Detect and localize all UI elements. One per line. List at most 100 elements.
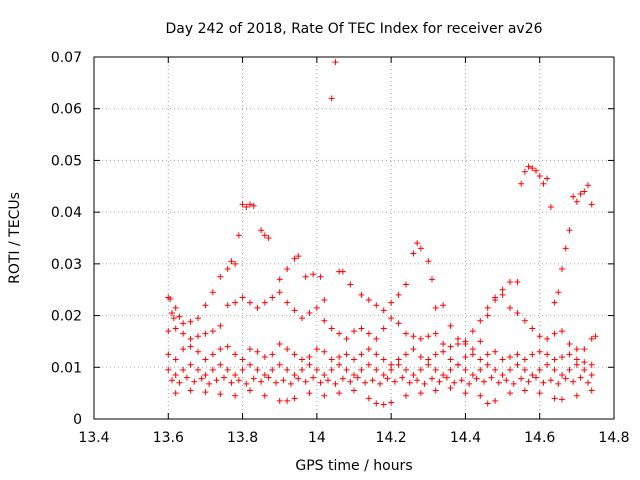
data-point: [388, 366, 395, 373]
data-point: [321, 317, 328, 324]
data-point: [466, 380, 473, 387]
data-point: [581, 366, 588, 373]
data-point: [536, 390, 543, 397]
data-point: [269, 351, 276, 358]
data-point: [369, 377, 376, 384]
data-point: [440, 348, 447, 355]
data-point: [291, 351, 298, 358]
data-point: [566, 366, 573, 373]
data-point: [488, 374, 495, 381]
data-point: [284, 366, 291, 373]
data-point: [406, 379, 413, 386]
data-point: [551, 356, 558, 363]
data-point: [313, 346, 320, 353]
data-point: [492, 294, 499, 301]
data-point: [518, 375, 525, 382]
data-point: [573, 198, 580, 205]
data-point: [183, 374, 190, 381]
data-point: [217, 391, 224, 398]
data-point: [336, 390, 343, 397]
data-point: [299, 366, 305, 373]
data-point: [585, 379, 591, 386]
data-point: [302, 273, 309, 280]
data-point: [243, 203, 250, 210]
data-point: [261, 353, 268, 360]
data-point: [403, 330, 409, 337]
data-point: [547, 377, 554, 384]
data-point: [250, 375, 257, 382]
y-tick-label: 0: [73, 412, 82, 428]
data-point: [310, 271, 317, 278]
data-point: [507, 366, 513, 373]
data-point: [469, 346, 476, 353]
data-point: [247, 346, 253, 353]
data-point: [284, 346, 291, 353]
data-point: [187, 343, 194, 350]
data-point: [302, 378, 309, 385]
x-tick-label: 14.6: [524, 430, 555, 446]
data-point: [339, 375, 346, 382]
chart-title: Day 242 of 2018, Rate Of TEC Index for r…: [165, 21, 542, 37]
data-point: [395, 356, 402, 363]
data-point: [362, 379, 369, 386]
data-point: [410, 346, 417, 353]
data-point: [332, 380, 339, 387]
data-point: [191, 378, 198, 385]
data-point: [499, 372, 506, 379]
data-point: [180, 346, 187, 353]
data-point: [209, 328, 216, 335]
data-point: [499, 356, 506, 363]
data-point: [544, 335, 551, 342]
data-point: [547, 203, 554, 210]
data-point: [514, 309, 521, 316]
data-point: [358, 291, 365, 298]
data-point: [247, 299, 253, 306]
data-point: [462, 353, 469, 360]
y-tick-label: 0.04: [51, 205, 82, 221]
data-point: [313, 366, 320, 373]
data-point: [473, 375, 480, 382]
data-point: [306, 361, 313, 368]
data-point: [358, 351, 365, 358]
data-point: [429, 375, 435, 382]
data-point: [232, 299, 239, 306]
data-point: [403, 281, 409, 288]
data-point: [195, 333, 201, 340]
data-point: [261, 392, 268, 399]
data-point: [217, 322, 224, 329]
data-point: [228, 379, 235, 386]
data-point: [559, 372, 565, 379]
data-point: [410, 333, 417, 340]
data-point: [507, 353, 513, 360]
data-point: [521, 387, 528, 394]
data-point: [521, 366, 528, 373]
data-point: [265, 374, 272, 381]
data-point: [165, 328, 172, 335]
data-point: [455, 361, 461, 368]
data-point: [455, 335, 461, 342]
data-point: [484, 351, 491, 358]
data-point: [514, 351, 521, 358]
data-point: [239, 366, 246, 373]
data-point: [284, 266, 291, 273]
data-point: [328, 356, 335, 363]
data-point: [432, 351, 439, 358]
data-point: [365, 395, 372, 402]
data-point: [167, 296, 174, 303]
data-point: [395, 291, 402, 298]
data-point: [336, 353, 343, 360]
data-point: [202, 389, 209, 396]
x-tick-label: 13.8: [227, 430, 258, 446]
data-point: [581, 188, 588, 195]
data-point: [440, 302, 447, 309]
data-point: [198, 375, 205, 382]
data-point: [588, 201, 595, 208]
data-point: [228, 258, 235, 265]
data-point: [477, 356, 484, 363]
data-point: [287, 380, 294, 387]
data-point: [202, 372, 209, 379]
data-point: [176, 313, 183, 320]
data-point: [388, 299, 395, 306]
data-point: [332, 59, 339, 66]
